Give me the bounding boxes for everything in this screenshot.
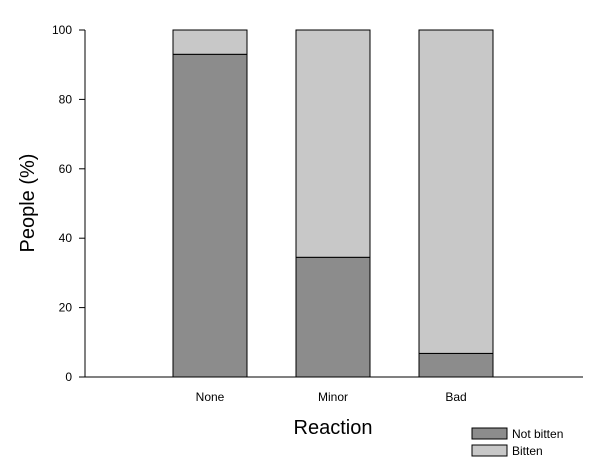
y-tick-label: 80: [59, 92, 73, 106]
y-axis-title: People (%): [17, 154, 39, 253]
y-tick-label: 0: [65, 370, 72, 384]
legend-label-not-bitten: Not bitten: [512, 427, 563, 441]
x-tick-label-minor: Minor: [318, 390, 348, 404]
bars-layer: [172, 29, 494, 378]
y-tick-label: 40: [59, 231, 73, 245]
bar-minor-not-bitten: [295, 256, 371, 378]
x-axis-title: Reaction: [294, 417, 373, 439]
x-tick-label-bad: Bad: [445, 390, 466, 404]
y-tick-label: 20: [59, 301, 73, 315]
legend-label-bitten: Bitten: [512, 444, 543, 458]
legend: Not bitten Bitten: [471, 427, 563, 458]
legend-swatch-not-bitten: [471, 427, 508, 440]
bar-bad-not-bitten: [418, 352, 494, 378]
bar-minor-bitten: [295, 29, 371, 258]
bar-bad-bitten: [418, 29, 494, 354]
y-tick-label: 100: [52, 23, 72, 37]
y-tick-label: 60: [59, 162, 73, 176]
x-ticks: None Minor Bad: [196, 390, 467, 404]
bar-none-bitten: [172, 29, 248, 55]
legend-swatch-bitten: [471, 444, 508, 457]
x-tick-label-none: None: [196, 390, 225, 404]
y-ticks: 0 20 40 60 80 100: [52, 23, 85, 384]
axes-layer: [84, 30, 583, 378]
bar-none-not-bitten: [172, 53, 248, 378]
